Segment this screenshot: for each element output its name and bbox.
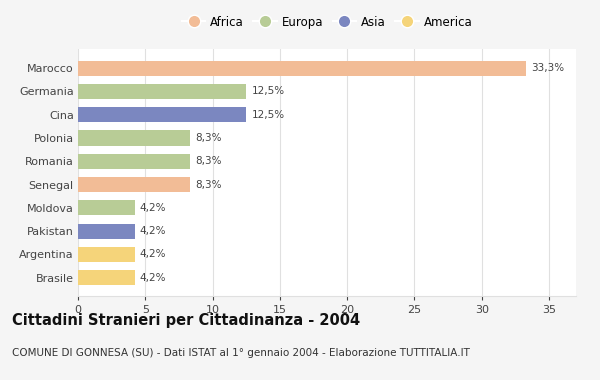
Bar (78, 107, 246, 122)
Bar (78, 270, 134, 285)
Text: 4,2%: 4,2% (140, 249, 166, 259)
Bar (78, 223, 134, 239)
Text: Cittadini Stranieri per Cittadinanza - 2004: Cittadini Stranieri per Cittadinanza - 2… (12, 314, 360, 328)
Bar (78, 200, 134, 215)
Text: COMUNE DI GONNESA (SU) - Dati ISTAT al 1° gennaio 2004 - Elaborazione TUTTITALIA: COMUNE DI GONNESA (SU) - Dati ISTAT al 1… (12, 348, 470, 358)
Text: 4,2%: 4,2% (140, 226, 166, 236)
Bar (78, 130, 190, 146)
Text: 8,3%: 8,3% (195, 156, 221, 166)
Text: 33,3%: 33,3% (532, 63, 565, 73)
Text: 4,2%: 4,2% (140, 272, 166, 283)
Text: 12,5%: 12,5% (251, 110, 285, 120)
Bar (78, 61, 526, 76)
Bar (78, 84, 246, 99)
Bar (78, 247, 134, 262)
Text: 4,2%: 4,2% (140, 203, 166, 213)
Legend: Africa, Europa, Asia, America: Africa, Europa, Asia, America (177, 11, 477, 33)
Text: 8,3%: 8,3% (195, 133, 221, 143)
Text: 8,3%: 8,3% (195, 179, 221, 190)
Bar (78, 177, 190, 192)
Text: 12,5%: 12,5% (251, 87, 285, 97)
Bar (78, 154, 190, 169)
